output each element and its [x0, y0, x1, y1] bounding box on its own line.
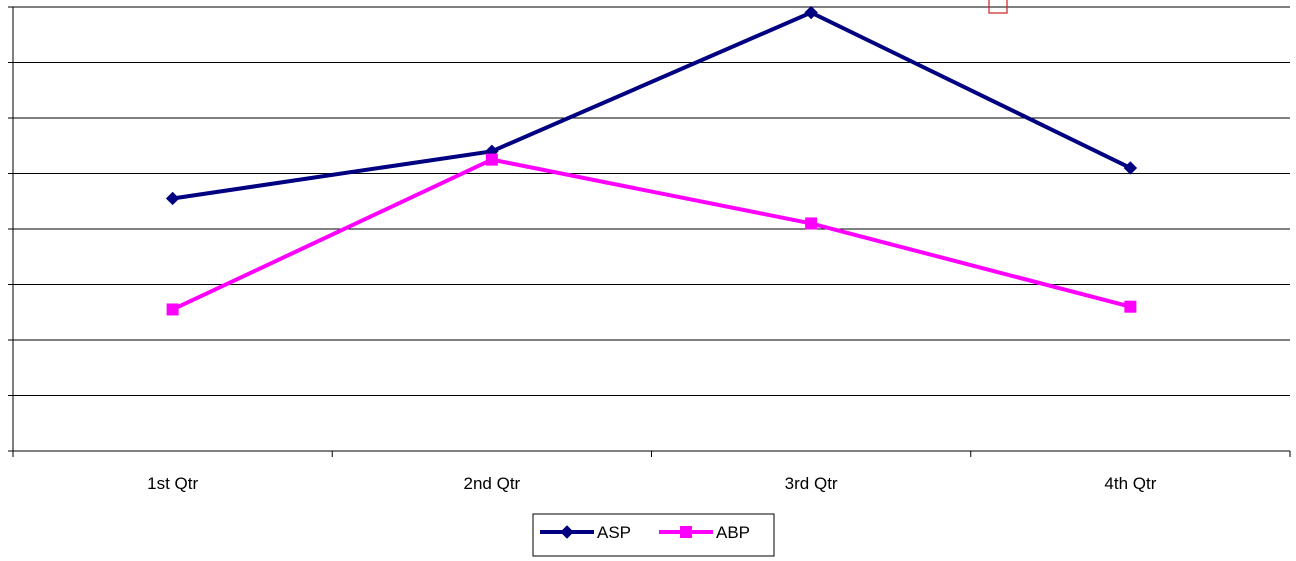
data-point-asp-1 — [165, 191, 180, 206]
legend: ASP ABP — [532, 513, 775, 557]
series-layer — [165, 5, 1138, 316]
data-point-abp-2 — [485, 153, 498, 166]
y-gridlines — [13, 6, 1290, 452]
legend-label-asp: ASP — [597, 523, 631, 542]
legend-marker-abp — [680, 526, 692, 538]
data-point-asp-3 — [804, 5, 818, 20]
legend-marker-asp — [560, 525, 574, 539]
series-line-asp — [172, 10, 1132, 201]
x-tick-label: 3rd Qtr — [785, 474, 838, 493]
series-abp — [166, 153, 1137, 316]
axes — [8, 6, 1291, 457]
legend-label-abp: ABP — [716, 523, 750, 542]
series-line-abp — [171, 157, 1131, 312]
legend-box — [532, 513, 775, 557]
x-tick-label: 4th Qtr — [1104, 474, 1156, 493]
x-tick-label: 2nd Qtr — [464, 474, 521, 493]
data-point-asp-4 — [1123, 161, 1138, 175]
x-tick-labels: 1st Qtr 2nd Qtr 3rd Qtr 4th Qtr — [147, 474, 1157, 493]
data-point-abp-1 — [166, 303, 179, 316]
data-point-abp-4 — [1124, 300, 1137, 313]
x-tick-label: 1st Qtr — [147, 474, 198, 493]
data-point-abp-3 — [805, 217, 818, 230]
stray-marker-outline — [988, 0, 1008, 14]
series-asp — [165, 5, 1138, 206]
